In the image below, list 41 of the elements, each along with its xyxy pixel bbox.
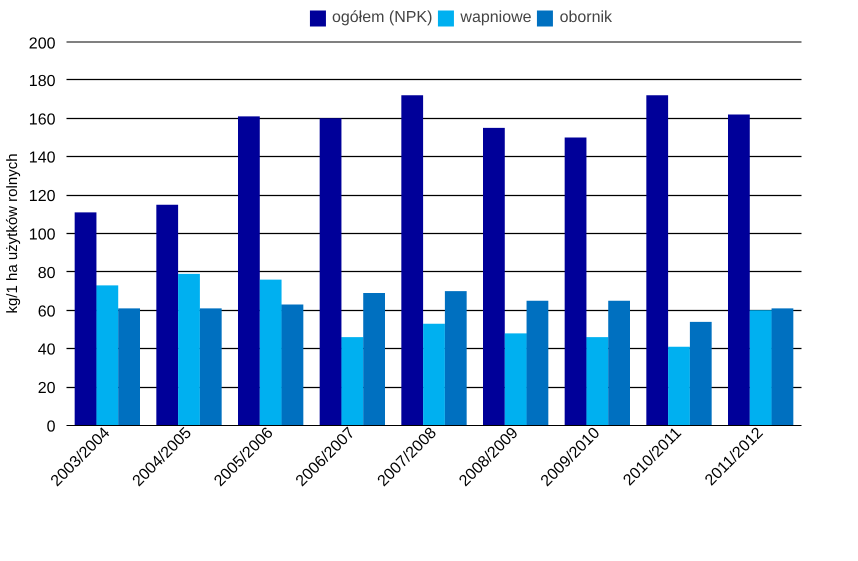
bar xyxy=(608,300,630,426)
bar xyxy=(423,324,445,426)
y-tick-label: 180 xyxy=(28,72,56,90)
y-tick-label: 120 xyxy=(28,188,56,206)
bar xyxy=(118,308,140,426)
bar xyxy=(200,308,222,426)
bar xyxy=(646,95,668,426)
y-axis-title: kg/1 ha użytków rolnych xyxy=(4,153,21,314)
bar xyxy=(260,280,282,426)
legend-label: ogółem (NPK) xyxy=(332,9,432,27)
y-tick-label: 200 xyxy=(28,36,56,52)
bar xyxy=(728,114,750,426)
bar xyxy=(156,204,178,426)
bar xyxy=(483,128,505,426)
y-tick-label: 20 xyxy=(38,380,56,398)
y-tick-label: 160 xyxy=(28,111,56,128)
bar xyxy=(690,322,712,426)
y-tick-label: 140 xyxy=(28,150,56,167)
bar xyxy=(341,337,364,426)
bar xyxy=(564,138,586,426)
legend-label: wapniowe xyxy=(460,9,532,27)
y-tick-label: 40 xyxy=(38,342,56,359)
bar xyxy=(504,333,527,426)
y-tick-label: 60 xyxy=(38,303,56,320)
bar xyxy=(668,346,690,426)
legend-label: obornik xyxy=(560,9,612,27)
bar xyxy=(772,308,794,426)
bar xyxy=(363,293,385,426)
bar xyxy=(282,304,304,426)
bar xyxy=(750,310,772,426)
bar xyxy=(178,274,200,426)
bar xyxy=(96,285,118,426)
bar xyxy=(238,116,260,426)
bar xyxy=(586,337,608,426)
bar xyxy=(444,291,467,426)
bar xyxy=(320,118,342,426)
y-tick-label: 80 xyxy=(38,264,56,282)
bar xyxy=(74,212,96,426)
bar xyxy=(526,300,548,426)
bar xyxy=(401,95,424,426)
y-tick-label: 100 xyxy=(28,226,56,244)
